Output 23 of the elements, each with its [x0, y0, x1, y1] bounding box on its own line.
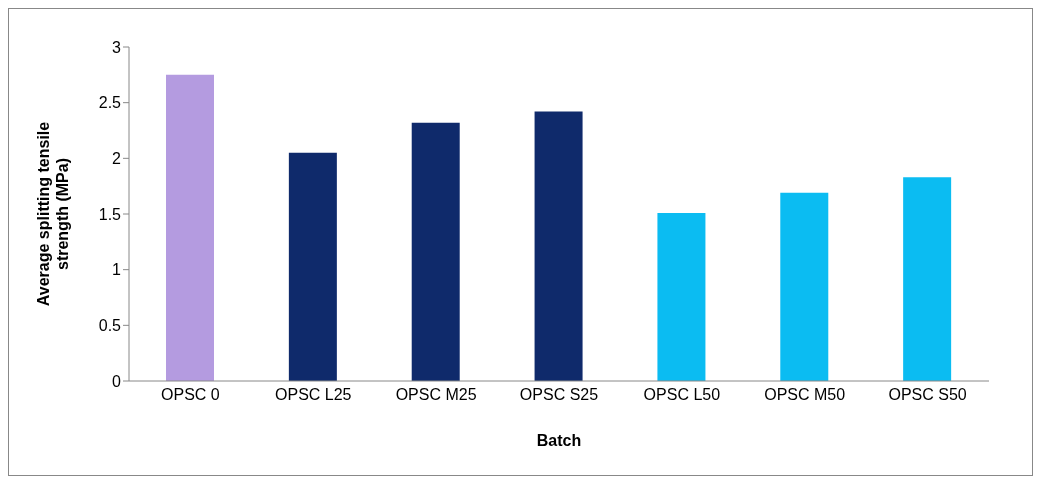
bar — [534, 111, 583, 381]
x-tick-label: OPSC L25 — [275, 386, 352, 404]
y-tick-label: 3 — [112, 38, 122, 56]
y-tick-label: 0.5 — [98, 317, 122, 335]
x-axis-title: Batch — [536, 432, 582, 449]
x-tick-label: OPSC L50 — [643, 386, 721, 404]
bar — [288, 152, 337, 381]
y-tick-label: 1 — [112, 261, 122, 279]
x-tick-label: OPSC S25 — [519, 386, 599, 404]
y-tick-label: 2.5 — [98, 94, 122, 112]
y-tick-label: 1.5 — [98, 205, 122, 223]
y-tick-label: 0 — [112, 372, 122, 390]
x-tick-label: OPSC S50 — [888, 386, 967, 404]
x-tick-label: OPSC M50 — [764, 386, 846, 404]
bar — [780, 192, 829, 381]
y-tick-label: 2 — [112, 150, 122, 168]
bar — [903, 177, 952, 381]
bar — [657, 212, 706, 381]
bar — [166, 74, 214, 381]
bar — [411, 122, 460, 381]
y-axis-title: Average splitting tensile strength (MPa) — [35, 121, 71, 307]
x-tick-label: OPSC M25 — [395, 386, 477, 404]
x-tick-label: OPSC 0 — [161, 386, 220, 404]
